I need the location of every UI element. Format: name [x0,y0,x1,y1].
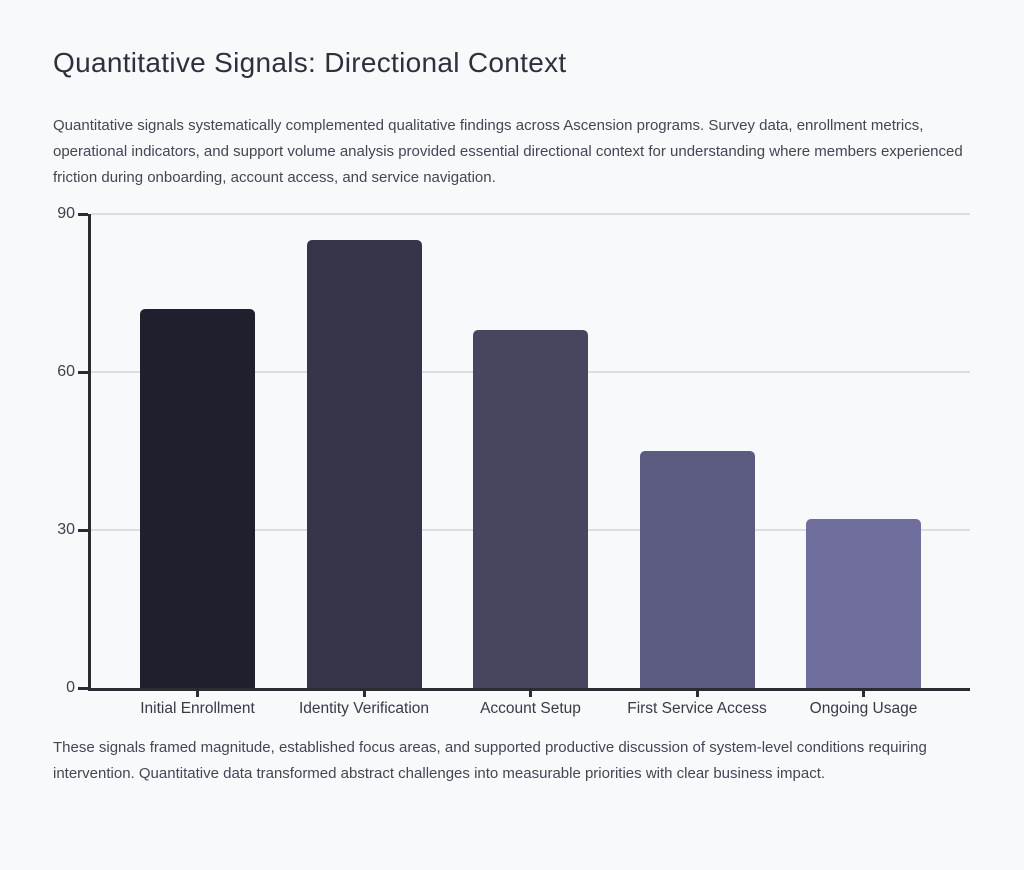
x-axis-tick [862,691,865,697]
closing-paragraph: These signals framed magnitude, establis… [53,739,927,782]
x-axis-category-label: Ongoing Usage [809,700,918,717]
bar-account-setup [473,329,588,688]
x-axis-tick [695,691,699,697]
y-axis-tick-label: 0 [66,679,75,696]
intro-paragraph: Quantitative signals systematically comp… [53,117,963,186]
bar-ongoing-usage [806,519,921,688]
x-axis-category-label: First Service Access [627,700,767,717]
x-axis-category-label: Account Setup [480,700,581,717]
x-axis-tick [362,691,366,697]
y-axis-tick [78,686,88,690]
x-axis-category-label: Initial Enrollment [140,700,255,717]
y-axis-tick-label: 30 [57,521,75,538]
y-axis-tick [78,212,88,216]
y-axis-tick [78,528,88,532]
bar-initial-enrollment [140,308,255,688]
y-axis-tick-label: 60 [57,363,75,380]
y-axis-tick [78,370,88,374]
page-title: Quantitative Signals: Directional Contex… [53,47,567,78]
bar-first-service-access [639,451,755,688]
bar-chart: 0 30 60 90 Initial Enrollment Identity Verifi… [53,205,970,721]
plot-area: 0 30 60 90 Initial Enrollment Identity Verifi… [57,205,970,717]
gridline [91,213,970,215]
x-axis-category-label: Identity Verification [298,700,430,717]
y-axis-tick-label: 90 [57,205,75,222]
x-axis-tick [196,691,199,697]
report-page: Quantitative Signals: Directional Contex… [0,46,1024,870]
x-axis-tick [529,691,532,697]
bar-identity-verification [306,240,422,688]
